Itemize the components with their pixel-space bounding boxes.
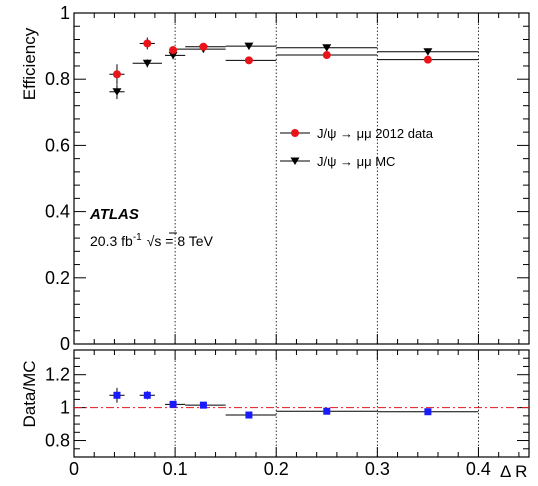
x-tick-label: 0.1 — [163, 459, 188, 479]
luminosity-label: 20.3 fb-1 √s = 8 TeV — [90, 232, 214, 249]
ratio-point-0 — [113, 391, 121, 399]
legend-mc-marker — [290, 157, 300, 165]
legend: J/ψ → μμ 2012 data J/ψ → μμ MC — [280, 126, 434, 169]
luminosity-exponent: -1 — [133, 232, 142, 243]
ratio-point-1 — [143, 391, 151, 399]
main-plot-frame — [73, 12, 530, 345]
legend-data-marker — [291, 129, 299, 137]
legend-data-label: J/ψ → μμ 2012 data — [317, 126, 434, 141]
mc-point-5 — [322, 44, 332, 52]
ratio-point-3 — [199, 401, 207, 409]
main-y-tick-label: 0.2 — [45, 268, 70, 288]
atlas-label: ATLAS — [89, 206, 139, 223]
x-tick-label: 0 — [69, 459, 79, 479]
ratio-y-tick-label: 1.2 — [45, 365, 70, 385]
energy-value: s = 8 TeV — [154, 233, 213, 249]
sqrt-symbol: √ — [147, 233, 155, 249]
data-point-6 — [423, 55, 432, 64]
ratio-point-5 — [323, 407, 331, 415]
main-y-axis-title: Efficiency — [20, 27, 39, 100]
data-point-4 — [244, 56, 253, 65]
mc-point-1 — [142, 59, 152, 68]
mc-point-6 — [423, 48, 433, 56]
x-tick-label: 0.2 — [264, 459, 289, 479]
data-point-2 — [169, 46, 178, 55]
axes-layer: 0 0.1 0.2 0.3 0.4 0 0.2 0.4 0.6 0.8 1 0.8 1 1.2 — [45, 3, 529, 479]
ratio-point-2 — [169, 400, 177, 408]
data-point-0 — [112, 70, 121, 79]
main-y-tick-label: 0.8 — [45, 69, 70, 89]
mc-point-0 — [112, 88, 122, 96]
main-y-tick-label: 0.6 — [45, 135, 70, 155]
ratio-y-axis-title: Data/MC — [20, 360, 39, 427]
main-y-tick-label: 0 — [60, 334, 70, 354]
grid-layer — [174, 13, 479, 457]
legend-mc-label: J/ψ → μμ MC — [317, 154, 395, 169]
data-point-1 — [143, 39, 152, 48]
mc-point-2 — [168, 51, 178, 60]
ratio-point-4 — [245, 411, 253, 419]
x-tick-label: 0.4 — [466, 459, 491, 479]
ratio-y-tick-label: 1 — [60, 398, 70, 418]
ratio-point-6 — [424, 408, 432, 416]
x-tick-label: 0.3 — [365, 459, 390, 479]
data-point-3 — [199, 42, 208, 51]
luminosity-value: 20.3 fb — [90, 233, 133, 249]
main-y-tick-label: 0.4 — [45, 202, 70, 222]
mc-point-4 — [244, 42, 254, 51]
ratio-y-tick-label: 0.8 — [45, 431, 70, 451]
data-point-5 — [322, 51, 331, 60]
main-y-tick-label: 1 — [60, 3, 70, 23]
marks-layer — [74, 37, 529, 419]
ratio-plot-frame — [73, 349, 530, 458]
x-axis-title: Δ R — [500, 462, 527, 481]
